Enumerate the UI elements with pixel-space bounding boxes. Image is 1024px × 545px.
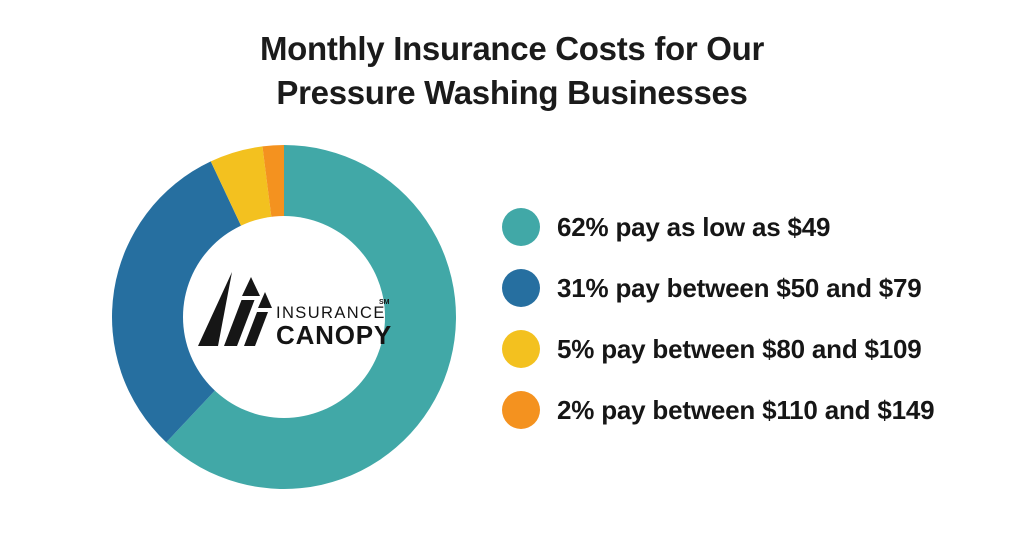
- chart-title-line2: Pressure Washing Businesses: [276, 74, 748, 111]
- logo-servicemark-text: SM: [379, 299, 390, 306]
- donut-chart: INSURANCE SM CANOPY: [112, 145, 457, 489]
- legend-swatch-teal: [502, 208, 540, 246]
- legend-label: 62% pay as low as $49: [557, 211, 831, 242]
- logo-insurance-text: INSURANCE: [276, 304, 386, 322]
- legend-swatch-blue: [502, 269, 540, 307]
- insurance-canopy-logo: INSURANCE SM CANOPY: [198, 272, 392, 350]
- legend-swatch-yellow: [502, 330, 540, 368]
- legend-label: 5% pay between $80 and $109: [557, 333, 922, 364]
- canopy-mountain-mark-icon: [198, 272, 272, 346]
- legend-label: 2% pay between $110 and $149: [557, 394, 935, 425]
- logo-canopy-text: CANOPY: [276, 320, 392, 350]
- chart-title: Monthly Insurance Costs for Our Pressure …: [0, 27, 1024, 115]
- legend-item: 31% pay between $50 and $79: [502, 269, 934, 307]
- legend-swatch-orange: [502, 391, 540, 429]
- donut-hole: [183, 216, 385, 418]
- legend-item: 5% pay between $80 and $109: [502, 330, 934, 368]
- chart-title-line1: Monthly Insurance Costs for Our: [259, 30, 765, 67]
- legend-item: 62% pay as low as $49: [502, 208, 934, 246]
- legend: 62% pay as low as $49 31% pay between $5…: [502, 208, 935, 452]
- legend-item: 2% pay between $110 and $149: [502, 391, 935, 429]
- legend-label: 31% pay between $50 and $79: [557, 272, 922, 303]
